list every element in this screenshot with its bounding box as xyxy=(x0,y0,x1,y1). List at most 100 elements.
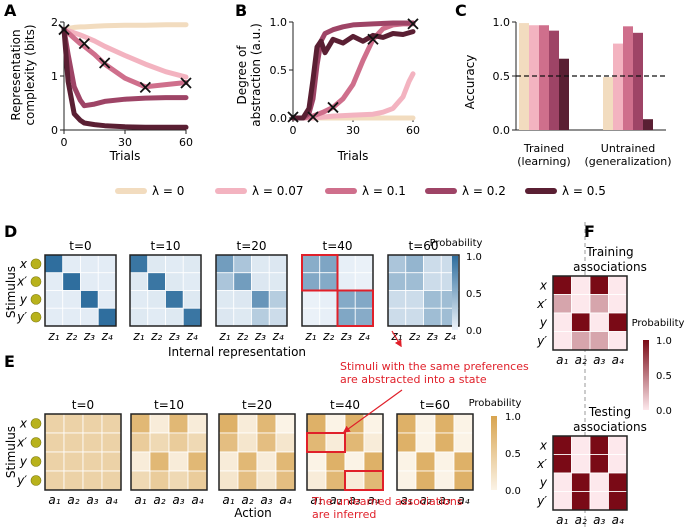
chart-e-panel-3-cell-2-2 xyxy=(344,451,365,472)
chart-a-ylabel-line2: complexity (bits) xyxy=(23,24,37,125)
chart-d-panel-4-cell-3-2 xyxy=(423,307,442,327)
chart-d-panel-1-cell-1-1 xyxy=(147,272,166,291)
panel-label-d: D xyxy=(4,222,17,241)
chart-f-panel-1-cell-1-0 xyxy=(552,454,572,474)
chart-e-panel-3-col-label-2: a₃ xyxy=(348,493,360,507)
chart-d-highlight-top xyxy=(301,254,339,292)
chart-e-panel-4-frame xyxy=(396,413,474,491)
chart-d-panel-1-col-label-0: z₁ xyxy=(132,329,144,343)
chart-b-series-line-1 xyxy=(290,71,416,121)
chart-f-panel-0-cell-1-2 xyxy=(589,294,609,314)
chart-f-panel-1-row-label-0: x xyxy=(539,438,548,452)
chart-e-panel-0-cell-3-2 xyxy=(82,470,103,491)
chart-b-marker-2 xyxy=(327,101,339,114)
chart-d-panel-1-cell-0-0 xyxy=(129,254,149,274)
chart-e-panel-3-cell-0-1 xyxy=(325,413,346,434)
chart-e-panel-2-col-label-2: a₃ xyxy=(260,493,272,507)
chart-a-marker-2 xyxy=(99,57,111,69)
chart-d-panel-1-cell-2-3 xyxy=(182,290,202,309)
chart-a-ytick-label-1: 1 xyxy=(51,70,58,83)
chart-f-panel-1-cell-3-0 xyxy=(552,491,572,511)
chart-d-panel-title-4: t=60 xyxy=(408,239,438,253)
chart-d-panel-3-cell-2-3 xyxy=(354,290,374,309)
colorbar-e-title: Probability xyxy=(469,398,522,409)
chart-e-panel-title-2: t=20 xyxy=(242,398,272,412)
chart-e-panel-3-cell-1-3 xyxy=(363,432,384,453)
chart-e-panel-1-cell-0-1 xyxy=(149,413,170,434)
colorbar-d-tick-1: 0.5 xyxy=(466,289,482,300)
chart-f-panel-1-row-label-1: x′ xyxy=(536,457,547,471)
chart-e-panel-1-col-label-3: a₄ xyxy=(191,493,203,507)
chart-e-panel-2-cell-2-1 xyxy=(237,451,258,472)
chart-e-panel-0-col-label-2: a₃ xyxy=(86,493,98,507)
chart-d-panel-1-cell-2-1 xyxy=(147,290,166,309)
chart-d-panel-3-cell-0-2 xyxy=(337,254,356,274)
chart-e-panel-title-0: t=0 xyxy=(72,398,94,412)
chart-d-panel-3-cell-1-0 xyxy=(301,272,321,291)
annotation-inferred-line2: are inferred xyxy=(312,508,376,521)
chart-d-panel-3-cell-1-3 xyxy=(354,272,374,291)
chart-e-panel-0-frame xyxy=(44,413,122,491)
chart-d-panel-3-cell-3-3 xyxy=(354,307,374,327)
chart-d-panel-3-col-label-2: z₃ xyxy=(340,329,352,343)
arrow-to-e-box xyxy=(342,389,403,433)
chart-e-panel-4-cell-1-1 xyxy=(415,432,436,453)
chart-f-title1-line1: Training xyxy=(585,245,633,259)
chart-d-panel-0-col-label-2: z₃ xyxy=(83,329,95,343)
chart-a-xtick-label-2: 60 xyxy=(179,136,193,149)
chart-b-ylabel-line2: abstraction (a.u.) xyxy=(249,23,263,127)
annotation-abstracted-line1: Stimuli with the same preferences xyxy=(340,360,529,373)
chart-e-panel-title-3: t=40 xyxy=(330,398,360,412)
chart-d-panel-2-col-label-3: z₄ xyxy=(272,329,284,343)
chart-e-panel-1-cell-1-0 xyxy=(130,432,151,453)
chart-f-panel-0-col-label-2: a₃ xyxy=(593,353,605,367)
chart-d-panel-1-cell-2-0 xyxy=(129,290,149,309)
panel-label-a: A xyxy=(4,1,17,20)
chart-a-marker-0 xyxy=(58,23,70,36)
legend-label-2: λ = 0.1 xyxy=(362,184,406,198)
chart-e-panel-3-cell-2-0 xyxy=(306,451,327,472)
chart-d-panel-1-cell-3-2 xyxy=(165,307,184,327)
chart-e-panel-0-col-label-0: a₁ xyxy=(48,493,60,507)
chart-e-panel-4-cell-1-0 xyxy=(396,432,417,453)
arrow-to-abstracted xyxy=(391,330,402,348)
chart-e-panel-4-cell-1-3 xyxy=(453,432,474,453)
chart-a-marker-4 xyxy=(180,77,192,89)
annotation-inferred-line1: The unlearned associations xyxy=(311,495,463,508)
chart-f-panel-1-cell-0-2 xyxy=(589,435,609,455)
chart-d-row-label-3: y′ xyxy=(16,310,27,324)
chart-f-panel-1-col-label-2: a₃ xyxy=(593,513,605,527)
chart-c-cat1-line2: (learning) xyxy=(517,155,570,168)
chart-d-panel-0-col-label-1: z₂ xyxy=(65,329,77,343)
chart-d-panel-0-cell-3-3 xyxy=(97,307,117,327)
chart-d-panel-4-cell-0-0 xyxy=(387,254,407,274)
colorbar-e-tick-1: 0.5 xyxy=(505,449,521,460)
chart-d-panel-1-col-label-3: z₄ xyxy=(186,329,198,343)
chart-e-panel-4-cell-3-3 xyxy=(453,470,474,491)
chart-e-panel-3-cell-3-0 xyxy=(306,470,327,491)
chart-d-panel-0-cell-1-1 xyxy=(62,272,81,291)
chart-d-panel-2-col-label-1: z₂ xyxy=(236,329,248,343)
chart-d-stimulus-icon-3 xyxy=(30,311,42,323)
chart-f-panel-0-cell-3-1 xyxy=(571,331,591,351)
chart-e-panel-1-cell-1-1 xyxy=(149,432,170,453)
chart-d-panel-4-cell-1-2 xyxy=(423,272,442,291)
chart-d-panel-3-col-label-3: z₄ xyxy=(358,329,370,343)
chart-f-panel-1-frame xyxy=(552,435,628,511)
chart-e-panel-2-col-label-3: a₄ xyxy=(279,493,291,507)
chart-d-panel-4-cell-1-1 xyxy=(405,272,424,291)
chart-e-panel-2-cell-1-3 xyxy=(275,432,296,453)
chart-d-panel-3-cell-0-0 xyxy=(301,254,321,274)
chart-f-panel-0-cell-0-2 xyxy=(589,275,609,295)
chart-e-panel-2-cell-0-3 xyxy=(275,413,296,434)
chart-f-title1-line2: associations xyxy=(573,260,647,274)
chart-f-title2-line2: associations xyxy=(573,420,647,434)
chart-d-panel-3-cell-1-2 xyxy=(337,272,356,291)
chart-e-panel-1-frame xyxy=(130,413,208,491)
chart-f-panel-0-cell-3-3 xyxy=(608,331,628,351)
chart-d-panel-2-cell-0-1 xyxy=(233,254,252,274)
chart-f-panel-1-cell-1-3 xyxy=(608,454,628,474)
chart-d-panel-3-cell-2-2 xyxy=(337,290,356,309)
chart-e-panel-2-cell-3-2 xyxy=(256,470,277,491)
